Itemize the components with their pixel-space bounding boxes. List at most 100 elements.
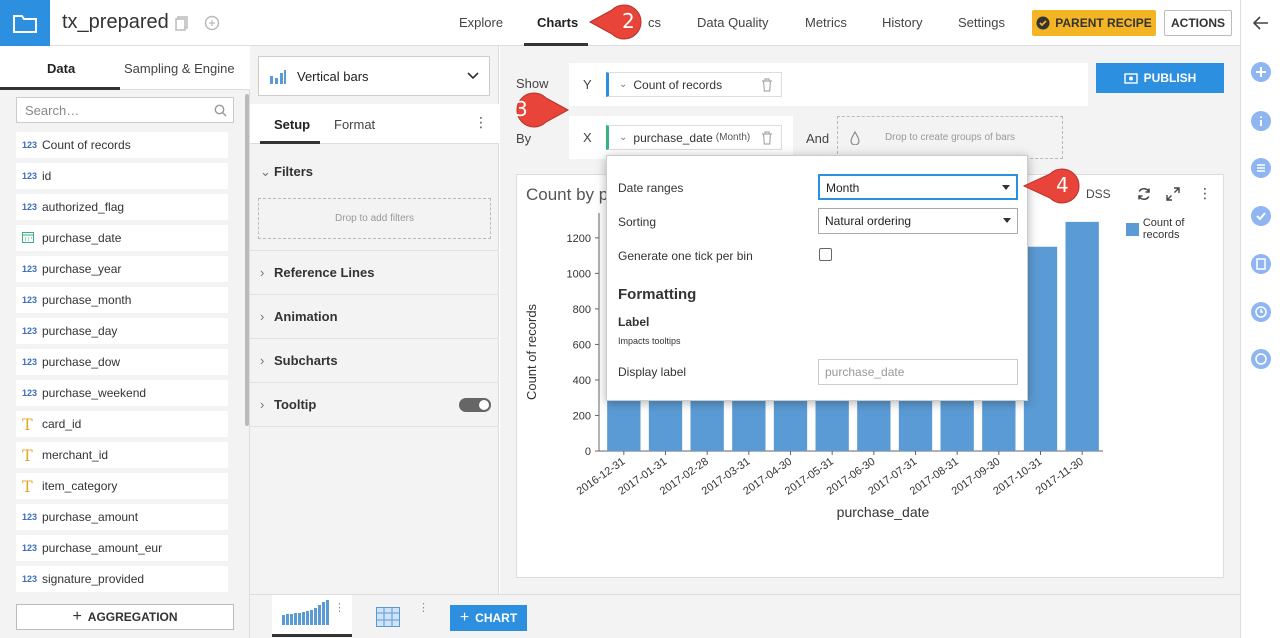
chart-menu-icon[interactable]: ⋮: [1198, 185, 1212, 201]
tab-statistics[interactable]: cs: [648, 15, 661, 30]
column-item[interactable]: 123 signature_provided: [16, 566, 228, 592]
tab-data[interactable]: Data: [47, 61, 76, 76]
thumbnail-menu-icon[interactable]: ⋮: [418, 602, 429, 614]
chart-type-select[interactable]: Vertical bars: [258, 56, 490, 96]
tab-sampling-engine[interactable]: Sampling & Engine: [124, 61, 235, 76]
column-name: purchase_year: [42, 262, 122, 276]
column-item[interactable]: 123 purchase_amount: [16, 504, 228, 530]
add-icon[interactable]: [1251, 62, 1271, 82]
section-tooltip-label: Tooltip: [274, 397, 317, 412]
parent-recipe-button[interactable]: PARENT RECIPE: [1032, 10, 1156, 36]
y-tick-label: 0: [585, 446, 591, 458]
by-label: By: [516, 131, 532, 146]
sorting-value: Natural ordering: [825, 214, 912, 228]
tick-per-bin-checkbox[interactable]: [819, 248, 832, 261]
column-item[interactable]: 123 purchase_amount_eur: [16, 535, 228, 561]
column-name: purchase_weekend: [42, 386, 147, 400]
actions-button[interactable]: ACTIONS: [1164, 10, 1232, 36]
add-aggregation-button[interactable]: + AGGREGATION: [16, 604, 234, 630]
trash-icon[interactable]: [761, 78, 773, 92]
refresh-icon[interactable]: [1137, 187, 1151, 201]
thumbnail-menu-icon[interactable]: ⋮: [334, 602, 345, 614]
x-axis-dropzone[interactable]: X ⌄ purchase_date (Month): [569, 116, 793, 159]
group-bars-dropzone[interactable]: Drop to create groups of bars: [837, 116, 1063, 159]
column-item[interactable]: 123 purchase_day: [16, 318, 228, 344]
tab-explore[interactable]: Explore: [459, 15, 504, 30]
column-item[interactable]: 123 purchase_year: [16, 256, 228, 282]
dataset-folder-icon[interactable]: [0, 0, 50, 46]
date-ranges-select[interactable]: Month: [818, 174, 1018, 200]
column-item[interactable]: 123 purchase_weekend: [16, 380, 228, 406]
expand-icon[interactable]: [1166, 187, 1180, 201]
column-item[interactable]: purchase_date: [16, 225, 228, 251]
display-label-input[interactable]: purchase_date: [818, 359, 1018, 385]
section-subcharts[interactable]: › Subcharts: [260, 353, 338, 368]
sorting-select[interactable]: Natural ordering: [818, 208, 1018, 234]
chevron-down-icon: ⌄: [260, 164, 271, 179]
tab-metrics[interactable]: Metrics: [805, 15, 847, 30]
date-ranges-value: Month: [826, 181, 860, 195]
column-item[interactable]: 123 authorized_flag: [16, 194, 228, 220]
info-icon[interactable]: [1251, 111, 1271, 131]
section-animation[interactable]: › Animation: [260, 309, 338, 324]
section-tooltip[interactable]: › Tooltip: [260, 397, 316, 412]
clock-icon[interactable]: [1251, 302, 1271, 322]
more-options-icon[interactable]: ⋮: [474, 114, 488, 130]
trash-icon[interactable]: [761, 131, 773, 145]
parent-recipe-label: PARENT RECIPE: [1055, 16, 1152, 30]
x-dimension-grain: (Month): [715, 132, 751, 143]
y-measure-label: Count of records: [633, 77, 723, 92]
chat-icon[interactable]: [1251, 349, 1271, 369]
copy-icon[interactable]: [174, 15, 190, 31]
tooltip-toggle[interactable]: [459, 398, 491, 412]
vertical-bars-icon: [270, 70, 286, 84]
chart-legend[interactable]: Count of records: [1126, 217, 1223, 241]
column-item[interactable]: 123 id: [16, 163, 228, 189]
lab-icon[interactable]: [1251, 254, 1271, 274]
bar: [1023, 246, 1058, 451]
section-reference-lines[interactable]: › Reference Lines: [260, 265, 374, 280]
tab-format[interactable]: Format: [334, 117, 376, 132]
share-icon[interactable]: [204, 15, 220, 31]
add-chart-button[interactable]: + CHART: [450, 605, 527, 631]
y-measure-pill[interactable]: ⌄ Count of records: [606, 72, 782, 97]
search-input[interactable]: Search…: [16, 97, 234, 123]
column-name: Count of records: [42, 138, 131, 152]
section-filters[interactable]: ⌄ Filters: [260, 164, 313, 180]
left-tabs: Data Sampling & Engine: [0, 46, 250, 90]
left-scrollbar[interactable]: [245, 94, 249, 426]
chevron-right-icon: ›: [260, 265, 265, 280]
list-icon[interactable]: [1251, 158, 1271, 178]
chart-thumbnail-bars[interactable]: ⋮: [272, 595, 352, 637]
dataset-name[interactable]: tx_prepared: [62, 11, 169, 33]
tab-data-quality[interactable]: Data Quality: [697, 15, 769, 30]
drop-filters-zone[interactable]: Drop to add filters: [258, 198, 491, 239]
chart-title[interactable]: Count by p: [526, 185, 609, 204]
check-icon[interactable]: [1251, 206, 1271, 226]
numeric-type-icon: 123: [22, 543, 38, 553]
arrow-left-icon[interactable]: [1253, 16, 1269, 30]
active-tab-underline: [524, 43, 588, 46]
x-dimension-pill[interactable]: ⌄ purchase_date (Month): [606, 125, 782, 150]
column-item[interactable]: 123 Count of records: [16, 132, 228, 158]
tab-setup[interactable]: Setup: [274, 117, 311, 132]
chart-thumbnail-table[interactable]: ⋮: [362, 595, 432, 637]
tab-settings[interactable]: Settings: [958, 15, 1005, 30]
setup-format-tabs: Setup Format ⋮: [250, 104, 499, 144]
divider: [250, 294, 499, 295]
chevron-right-icon: ›: [260, 309, 265, 324]
column-item[interactable]: 123 purchase_month: [16, 287, 228, 313]
y-axis-dropzone[interactable]: Y ⌄ Count of records: [569, 63, 1088, 106]
tab-history[interactable]: History: [882, 15, 923, 30]
table-thumbnail-icon: [376, 607, 400, 627]
column-item[interactable]: 123 purchase_dow: [16, 349, 228, 375]
text-type-icon: T: [22, 476, 33, 496]
publish-button[interactable]: PUBLISH: [1096, 63, 1224, 93]
legend-swatch: [1126, 222, 1139, 236]
column-name: purchase_amount: [42, 510, 139, 524]
tab-charts[interactable]: Charts: [537, 15, 579, 30]
